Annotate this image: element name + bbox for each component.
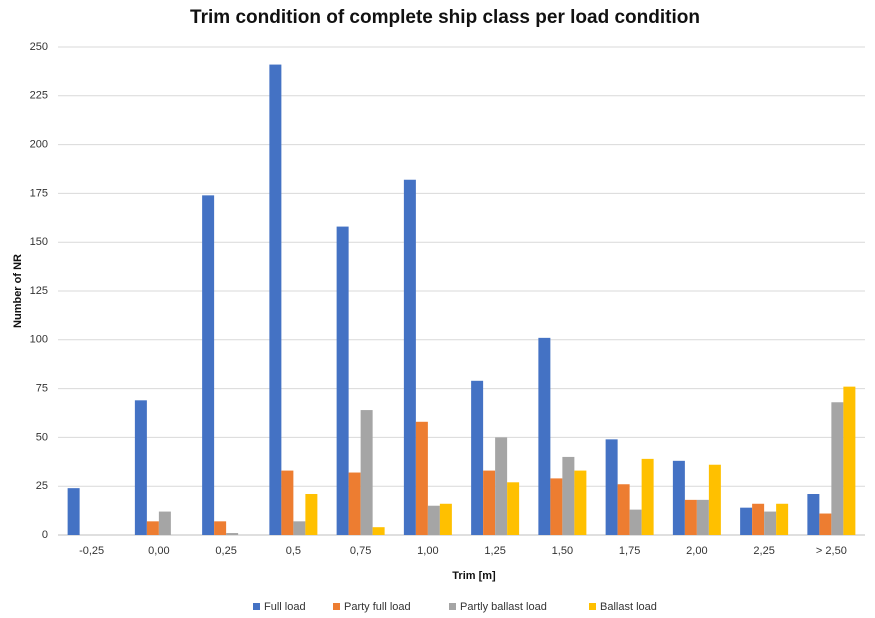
- y-tick-label: 75: [36, 383, 48, 395]
- bar: [752, 503, 765, 535]
- x-tick-label: 2,25: [753, 545, 774, 557]
- x-tick-label: 0,00: [148, 545, 169, 557]
- bar: [471, 380, 484, 535]
- y-tick-label: 100: [30, 334, 48, 346]
- bar: [605, 439, 618, 535]
- y-tick-label: 125: [30, 285, 48, 297]
- x-tick-label: > 2,50: [816, 545, 847, 557]
- bar: [146, 521, 159, 535]
- x-tick-label: -0,25: [79, 545, 104, 557]
- legend-swatch: [333, 603, 340, 610]
- x-tick-label: 1,25: [484, 545, 505, 557]
- bar: [641, 458, 654, 535]
- x-tick-label: 2,00: [686, 545, 707, 557]
- legend-swatch: [589, 603, 596, 610]
- bar: [696, 499, 709, 535]
- bar: [562, 456, 575, 535]
- bar: [507, 482, 520, 535]
- y-tick-label: 25: [36, 480, 48, 492]
- x-tick-label: 0,25: [215, 545, 236, 557]
- legend-label: Full load: [264, 601, 306, 613]
- chart-title: Trim condition of complete ship class pe…: [190, 7, 700, 28]
- bar: [843, 386, 856, 535]
- bar: [360, 410, 373, 535]
- bar: [305, 494, 318, 535]
- bar: [269, 64, 282, 536]
- bar: [134, 400, 147, 535]
- bar: [684, 499, 697, 535]
- bar: [550, 478, 563, 535]
- x-axis-title: Trim [m]: [452, 570, 496, 582]
- bar: [293, 521, 306, 535]
- bar: [214, 521, 227, 535]
- y-tick-label: 50: [36, 431, 48, 443]
- bar: [281, 470, 294, 535]
- bar: [67, 488, 80, 535]
- bar: [415, 421, 428, 535]
- bar: [202, 195, 215, 536]
- bar: [629, 509, 642, 535]
- bar: [672, 460, 685, 535]
- bar: [574, 470, 587, 535]
- y-axis-title: Number of NR: [12, 254, 24, 328]
- x-tick-label: 1,00: [417, 545, 438, 557]
- legend-swatch: [449, 603, 456, 610]
- bar: [764, 511, 777, 535]
- bar: [439, 503, 452, 535]
- y-tick-label: 225: [30, 90, 48, 102]
- legend-label: Ballast load: [600, 601, 657, 613]
- legend-label: Partly ballast load: [460, 601, 547, 613]
- bar: [776, 503, 789, 535]
- bar: [348, 472, 361, 535]
- legend-label: Party full load: [344, 601, 411, 613]
- y-tick-label: 0: [42, 529, 48, 541]
- bar: [740, 507, 753, 535]
- x-tick-label: 1,75: [619, 545, 640, 557]
- legend-swatch: [253, 603, 260, 610]
- bar: [336, 226, 349, 536]
- bar: [831, 402, 844, 535]
- bar: [403, 179, 416, 535]
- bar: [708, 464, 721, 535]
- x-tick-label: 0,75: [350, 545, 371, 557]
- y-tick-label: 250: [30, 41, 48, 53]
- bar: [427, 505, 440, 535]
- bar: [483, 470, 496, 535]
- x-tick-label: 1,50: [552, 545, 573, 557]
- bar: [538, 337, 551, 535]
- y-tick-label: 200: [30, 139, 48, 151]
- bar: [226, 533, 239, 535]
- bar: [819, 513, 832, 535]
- y-tick-label: 175: [30, 187, 48, 199]
- bar: [372, 527, 385, 535]
- bar: [158, 511, 171, 535]
- bar: [807, 494, 820, 535]
- bar: [495, 437, 508, 535]
- bar: [617, 484, 630, 535]
- y-tick-label: 150: [30, 236, 48, 248]
- x-tick-label: 0,5: [286, 545, 301, 557]
